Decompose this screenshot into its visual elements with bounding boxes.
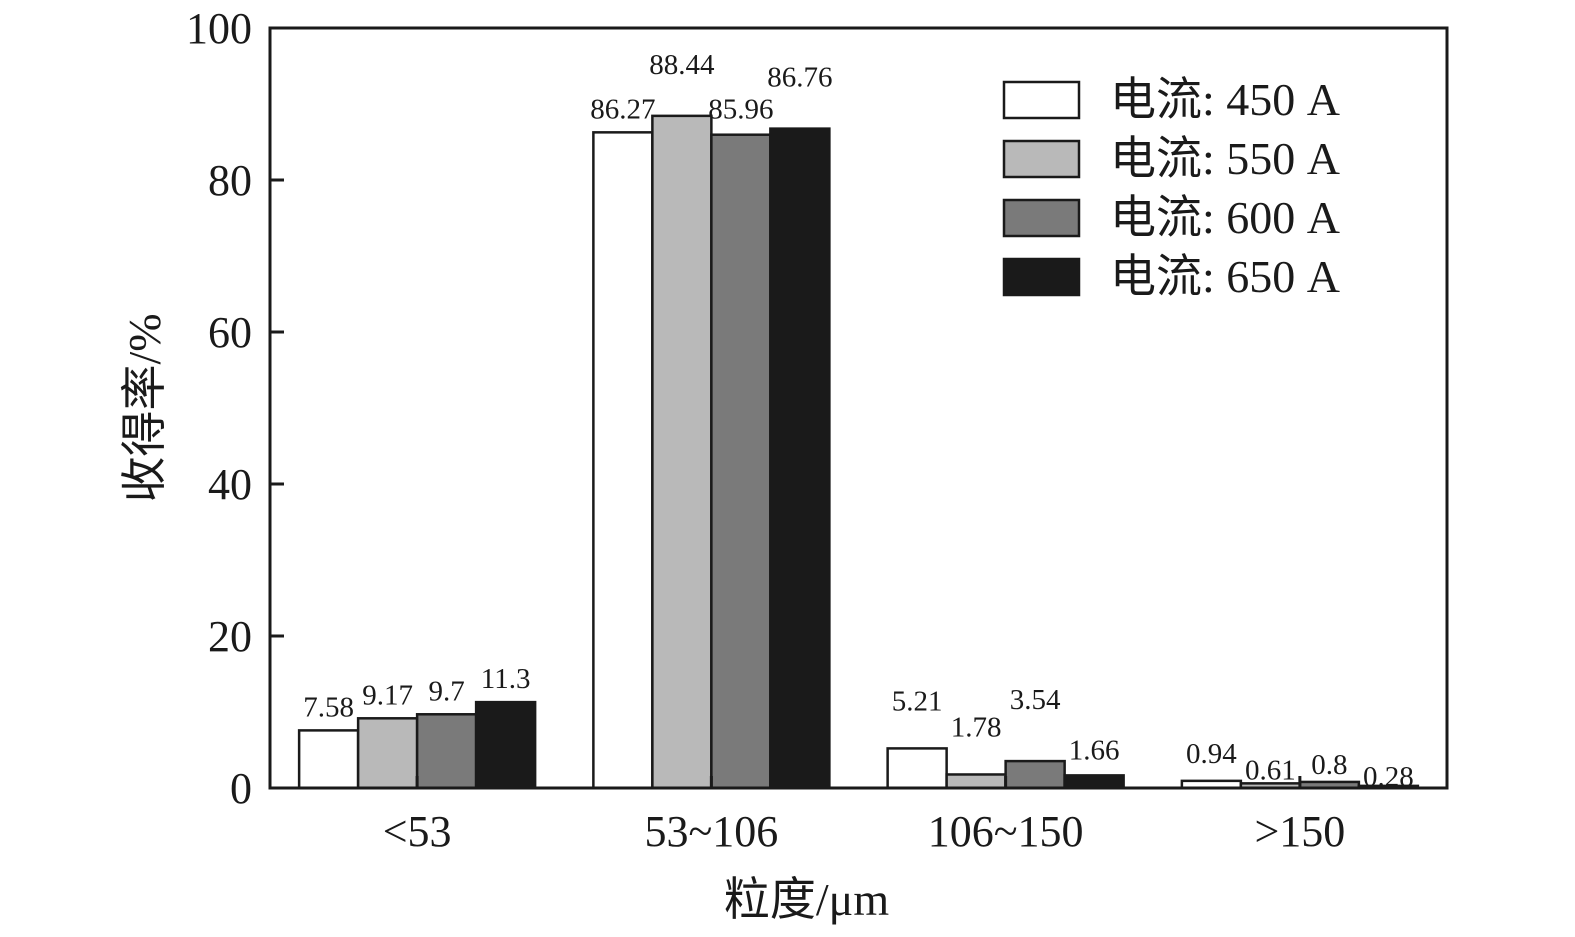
bar-value-label: 5.21	[892, 685, 943, 717]
bar-value-label: 0.94	[1186, 738, 1237, 770]
x-category-label: 106~150	[928, 807, 1084, 856]
plot-frame	[268, 26, 1449, 790]
legend: 电流: 450 A 电流: 550 A 电流: 600 A 电流: 650 A	[1002, 74, 1340, 302]
bar	[474, 700, 537, 790]
bar	[710, 133, 772, 790]
bar	[415, 713, 478, 790]
y-tick-label: 40	[208, 460, 252, 509]
bar	[945, 773, 1007, 790]
bars-group	[297, 114, 1420, 790]
legend-label: 电流: 600 A	[1110, 192, 1340, 243]
bar	[297, 729, 360, 790]
x-category-label: <53	[383, 807, 452, 856]
y-tick-label: 20	[208, 612, 252, 661]
bar-value-label: 9.17	[362, 679, 413, 711]
bar-value-label: 1.78	[951, 711, 1002, 743]
bar	[769, 127, 831, 790]
y-tick-label: 100	[186, 4, 252, 53]
bar	[1063, 774, 1125, 790]
bar	[1004, 759, 1066, 790]
bar-value-label: 3.54	[1010, 684, 1061, 716]
bar-value-label: 0.61	[1245, 754, 1296, 786]
x-axis-title: 粒度/μm	[724, 874, 889, 925]
bar-value-label: 0.8	[1311, 749, 1347, 781]
y-tick-label: 80	[208, 156, 252, 205]
bar-value-label: 86.27	[590, 93, 655, 125]
legend-label: 电流: 550 A	[1110, 133, 1340, 184]
y-axis-title: 收得率/%	[119, 313, 170, 502]
legend-label: 电流: 650 A	[1110, 251, 1340, 302]
legend-swatch	[1002, 257, 1081, 297]
bar-value-label: 9.7	[429, 675, 465, 707]
bar-value-label: 1.66	[1069, 734, 1120, 766]
bar-value-label: 86.76	[767, 62, 832, 94]
legend-swatch	[1002, 198, 1081, 238]
bar	[886, 747, 948, 790]
x-category-label: 53~106	[644, 807, 778, 856]
x-category-label: >150	[1254, 807, 1345, 856]
x-axis-ticks: <53 53~106 106~150 >150	[383, 776, 1345, 856]
bar-value-label: 88.44	[649, 49, 715, 81]
legend-label: 电流: 450 A	[1110, 74, 1340, 125]
data-labels-group: 7.58 9.17 9.7 11.386.2788.4485.9686.765.211…	[303, 49, 1414, 793]
bar	[592, 131, 654, 790]
legend-swatch	[1002, 80, 1081, 120]
y-axis-ticks: 0 20 40 60 80 100	[186, 4, 284, 813]
bar-value-label: 11.3	[481, 663, 531, 695]
bar-value-label: 7.58	[303, 691, 354, 723]
y-tick-label: 0	[230, 764, 252, 813]
bar-value-label: 85.96	[708, 94, 773, 126]
bar	[356, 717, 419, 790]
bar	[651, 114, 713, 790]
y-tick-label: 60	[208, 308, 252, 357]
legend-swatch	[1002, 139, 1081, 179]
